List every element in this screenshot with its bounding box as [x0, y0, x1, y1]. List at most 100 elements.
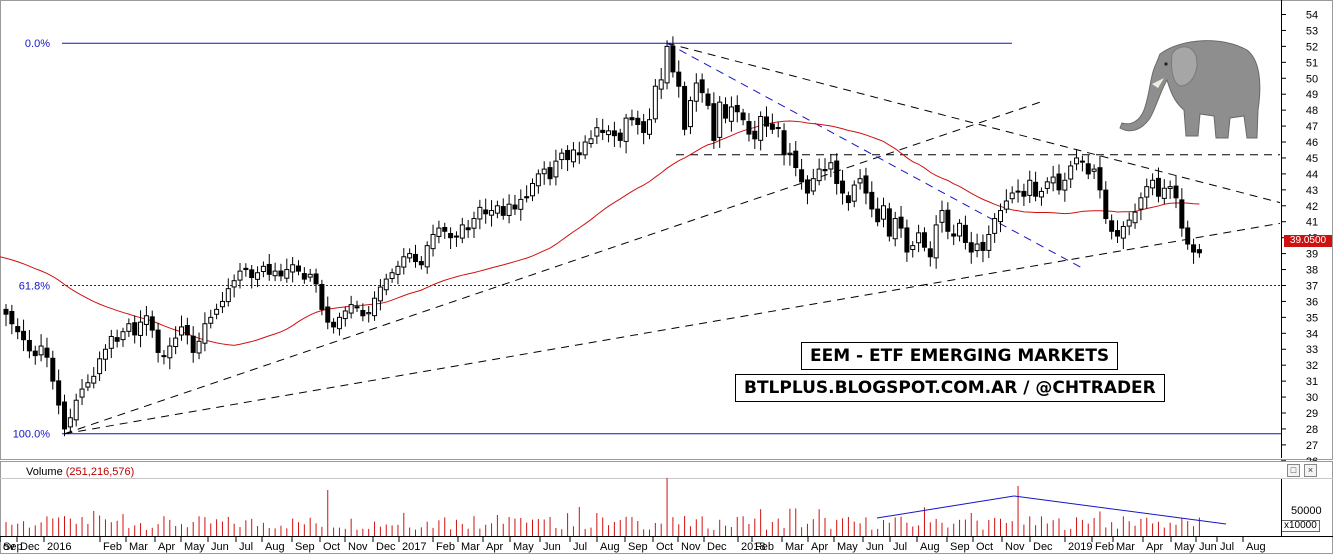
- candle: [430, 224, 436, 257]
- candle: [641, 113, 647, 145]
- price-tick-label: 45: [1306, 153, 1318, 165]
- volume-chart: 50000 ov Dec 2016 Feb Mar Apr May Jun Jul Aug Sep O…: [0, 461, 1333, 554]
- candle: [957, 219, 963, 242]
- candle: [606, 125, 612, 143]
- candle: [377, 279, 383, 311]
- candle: [38, 334, 44, 362]
- candle: [97, 351, 103, 381]
- time-axis-label: Oct: [656, 541, 673, 553]
- candle: [506, 194, 512, 224]
- time-axis-label: Jul: [1220, 541, 1234, 553]
- candle: [424, 241, 430, 274]
- candle: [740, 108, 746, 126]
- candle: [436, 220, 442, 244]
- candle: [986, 225, 992, 259]
- time-axis-label: Mar: [1116, 541, 1135, 553]
- candle: [881, 197, 886, 228]
- candle: [863, 167, 869, 205]
- ma-line: [0, 120, 1200, 346]
- candle: [15, 318, 21, 340]
- maximize-pane-icon[interactable]: □: [1287, 464, 1300, 477]
- candle: [1120, 221, 1126, 250]
- candle: [1050, 165, 1056, 192]
- time-axis-label: Mar: [461, 541, 480, 553]
- time-axis-label: Sep: [295, 541, 315, 553]
- candle: [1103, 181, 1109, 224]
- candle: [968, 231, 974, 264]
- candle: [933, 215, 939, 269]
- candle: [810, 168, 816, 196]
- candle: [494, 200, 500, 219]
- candle: [91, 367, 97, 389]
- candle: [307, 268, 313, 282]
- time-axis-label: Jun: [543, 541, 561, 553]
- price-tick-label: 29: [1306, 408, 1318, 420]
- candle: [553, 149, 559, 186]
- candle: [1150, 173, 1156, 196]
- candle: [962, 215, 968, 250]
- price-tick-label: 27: [1306, 440, 1318, 452]
- candle: [588, 130, 594, 148]
- candle: [354, 300, 360, 313]
- time-axis-label: 2018: [741, 541, 765, 553]
- candle: [1033, 171, 1039, 202]
- volume-axis-tick: 50000: [1291, 505, 1322, 517]
- candle: [828, 153, 834, 178]
- volume-value: (251,216,576): [65, 466, 135, 478]
- candle: [161, 350, 167, 365]
- price-tick-label: 28: [1306, 424, 1318, 436]
- candle: [1144, 178, 1150, 209]
- candle: [787, 143, 793, 166]
- candle: [1109, 214, 1115, 240]
- price-axis: 2627282930313233343536373839404142434445…: [1281, 10, 1318, 461]
- candle: [875, 197, 881, 227]
- candle: [535, 169, 541, 194]
- candle: [389, 268, 395, 283]
- candle: [530, 178, 535, 202]
- candle: [173, 326, 179, 355]
- price-tick-label: 54: [1306, 10, 1318, 22]
- close-pane-icon[interactable]: ×: [1304, 464, 1317, 477]
- candle: [541, 161, 547, 185]
- price-tick-label: 44: [1306, 169, 1318, 181]
- candle: [635, 110, 641, 135]
- candle: [518, 189, 524, 221]
- candle: [73, 393, 79, 427]
- time-axis-label: Feb: [1095, 541, 1114, 553]
- candle: [746, 113, 752, 142]
- time-axis-label: ov: [3, 541, 15, 553]
- candle: [734, 95, 740, 123]
- price-tick-label: 37: [1306, 280, 1318, 292]
- time-axis-label: Jun: [1199, 541, 1217, 553]
- candle: [945, 202, 951, 240]
- candle: [1068, 160, 1074, 188]
- candle: [974, 233, 980, 258]
- volume-label-text: Volume: [26, 466, 63, 478]
- candle: [301, 267, 307, 284]
- price-tick-label: 26: [1306, 456, 1318, 461]
- candle: [231, 274, 237, 298]
- candle: [85, 374, 91, 392]
- candle: [693, 73, 699, 112]
- volume-frame: [0, 461, 1333, 554]
- candle: [489, 200, 495, 227]
- volume-trend-lines: [876, 495, 1227, 525]
- time-axis-label: Apr: [486, 541, 503, 553]
- candle: [682, 81, 688, 136]
- price-tick-label: 47: [1306, 121, 1318, 133]
- time-axis-label: Sep: [3, 541, 23, 553]
- price-tick-label: 50: [1306, 73, 1318, 85]
- candle: [898, 205, 904, 238]
- volume-bars: [5, 478, 1200, 536]
- candle: [600, 118, 606, 141]
- candle: [260, 261, 266, 278]
- candle: [547, 161, 553, 186]
- time-axis-label: 2016: [47, 541, 71, 553]
- candle: [138, 310, 144, 348]
- candle: [1003, 189, 1009, 214]
- candle: [851, 180, 857, 208]
- candle: [1091, 164, 1097, 180]
- price-tick-label: 38: [1306, 265, 1318, 277]
- candle: [62, 394, 67, 437]
- candle: [120, 327, 126, 347]
